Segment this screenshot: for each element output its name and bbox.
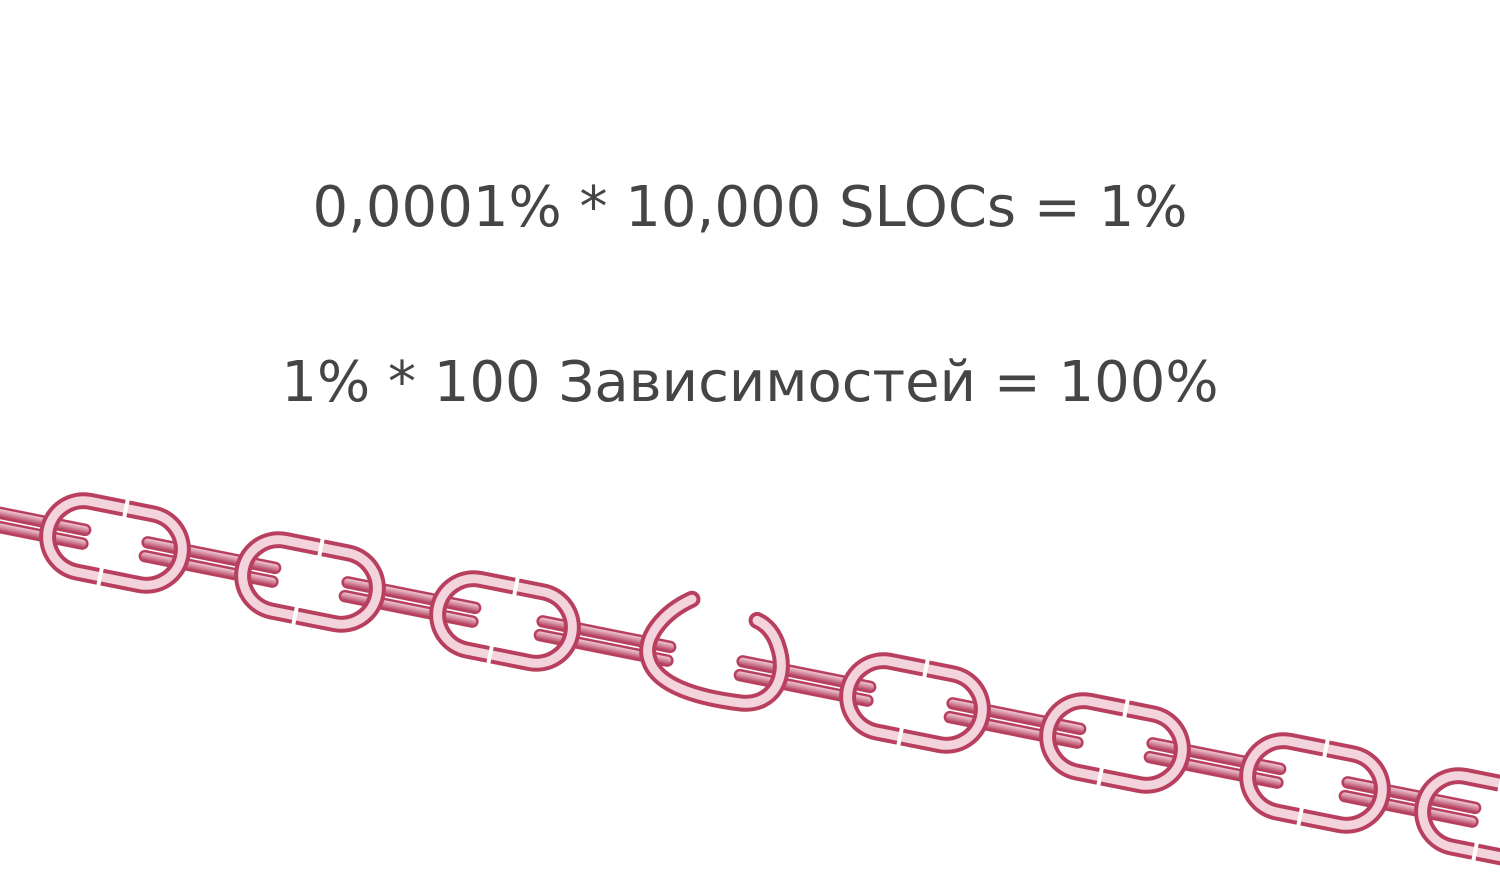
- chain-link: [733, 655, 877, 707]
- chain-link: [839, 652, 991, 754]
- formula-line-1: 0,0001% * 10,000 SLOCs = 1%: [312, 175, 1188, 240]
- broken-chain-illustration: [0, 492, 1500, 869]
- chain-link: [1039, 692, 1191, 794]
- chain-link: [639, 590, 790, 712]
- chain-link: [234, 531, 386, 633]
- chain-link: [39, 492, 191, 594]
- formula-line-2: 1% * 100 Зависимостей = 100%: [281, 350, 1219, 415]
- chain-link: [429, 570, 581, 672]
- chain-link: [1239, 732, 1391, 834]
